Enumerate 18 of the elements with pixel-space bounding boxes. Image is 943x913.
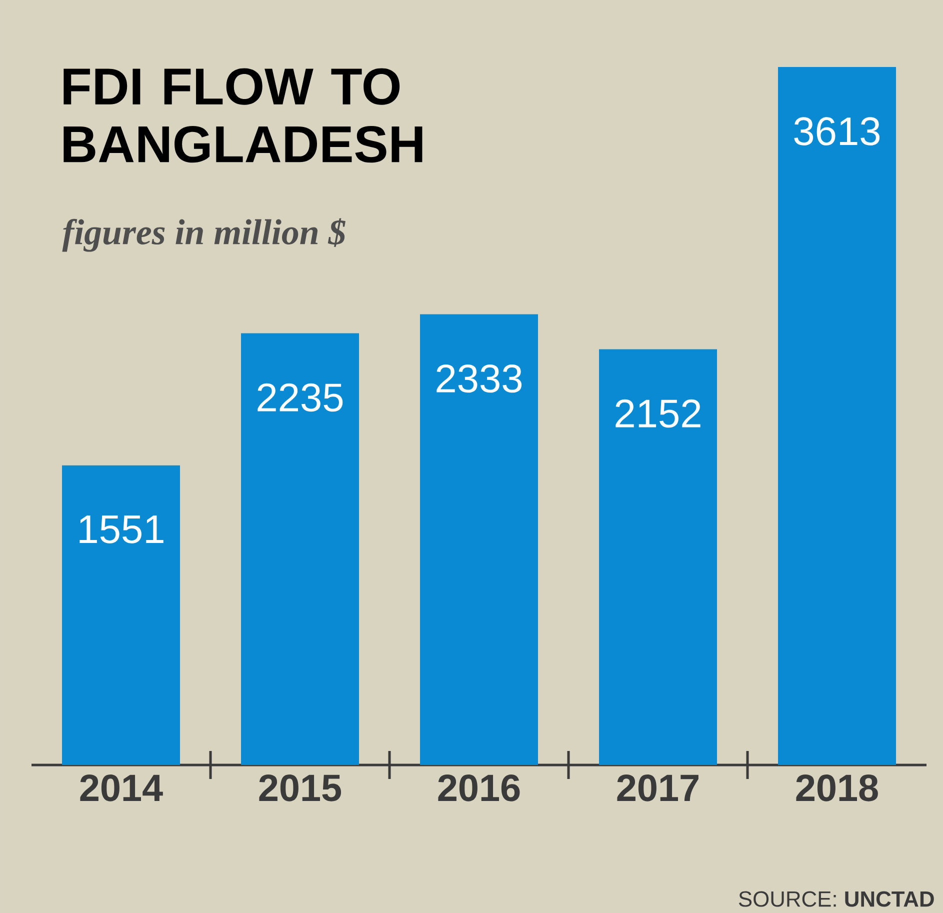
x-tick-label: 2014 — [80, 774, 163, 802]
data-label: 2235 — [258, 383, 343, 412]
x-tick-label: 2017 — [617, 774, 698, 802]
source-note: SOURCE: UNCTAD — [738, 891, 934, 907]
x-tick-label: 2015 — [259, 774, 342, 802]
bar — [778, 66, 896, 765]
bar — [599, 349, 718, 765]
bar — [420, 314, 538, 765]
bar — [241, 333, 360, 765]
text: figures in million $ — [62, 218, 346, 252]
x-tick-label: 2016 — [438, 774, 520, 802]
data-label: 3613 — [794, 117, 880, 146]
x-tick-label: 2018 — [796, 774, 878, 802]
data-label: 2152 — [616, 399, 700, 428]
data-label: 2333 — [436, 364, 522, 393]
bar — [62, 465, 180, 765]
data-label: 1551 — [80, 516, 164, 544]
chart-title: FDI FLOW TO BANGLADESH — [64, 68, 422, 163]
